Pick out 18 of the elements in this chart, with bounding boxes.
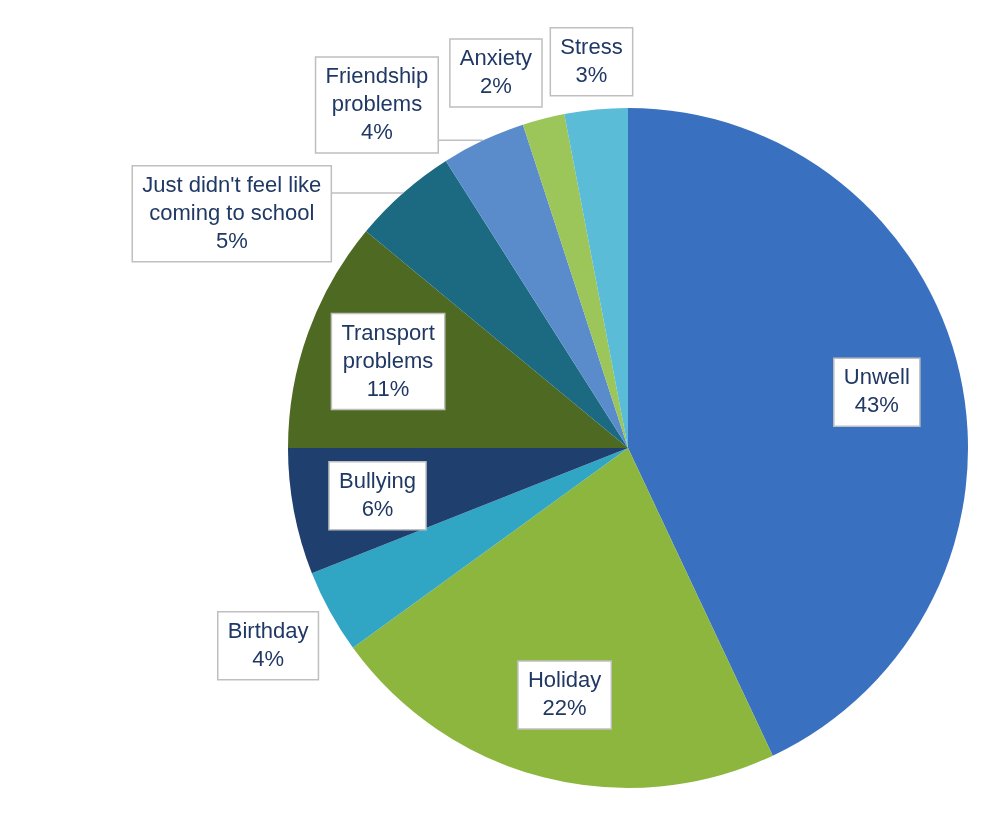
slice-label: Stress — [560, 33, 623, 59]
data-label: 5% — [215, 227, 248, 253]
data-label: 3% — [575, 61, 608, 87]
data-label: 22% — [542, 695, 587, 721]
slice-label: Holiday — [527, 667, 602, 693]
data-label: 6% — [361, 495, 394, 521]
data-label: 4% — [360, 118, 393, 144]
data-label: 2% — [480, 73, 512, 99]
slice-label: Just didn't feel like coming to school — [142, 171, 322, 225]
slice-label: Unwell — [843, 364, 910, 390]
slice-label: Transport problems — [341, 319, 435, 373]
data-label: 11% — [366, 375, 410, 401]
data-label: 4% — [252, 645, 284, 671]
slice-label: Bullying — [338, 467, 417, 493]
data-label: 43% — [854, 392, 899, 418]
slice-label: Friendship problems — [325, 62, 429, 116]
slice-label: Birthday — [227, 617, 309, 643]
slice-label: Anxiety — [459, 45, 533, 71]
